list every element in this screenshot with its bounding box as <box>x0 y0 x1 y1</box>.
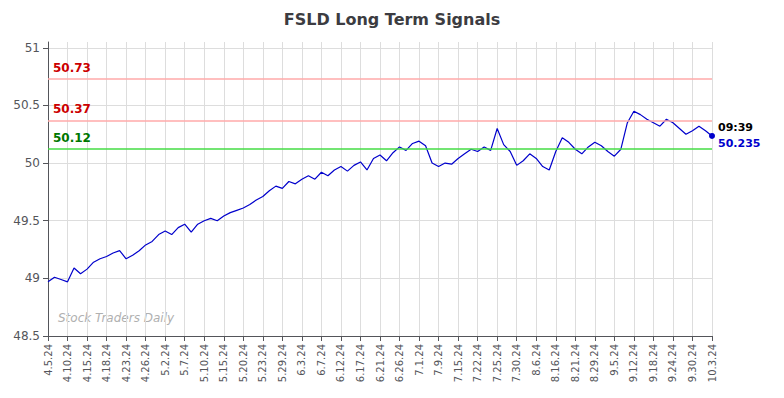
svg-text:48.5: 48.5 <box>13 329 40 343</box>
svg-text:6.17.24: 6.17.24 <box>355 344 366 382</box>
svg-text:6.12.24: 6.12.24 <box>335 344 346 382</box>
svg-text:5.23.24: 5.23.24 <box>257 344 268 382</box>
svg-text:9.24.24: 9.24.24 <box>667 344 678 382</box>
svg-text:8.29.24: 8.29.24 <box>589 344 600 382</box>
svg-text:6.7.24: 6.7.24 <box>316 344 327 376</box>
svg-text:9.18.24: 9.18.24 <box>648 344 659 382</box>
svg-text:4.5.24: 4.5.24 <box>43 344 54 376</box>
svg-text:6.26.24: 6.26.24 <box>394 344 405 382</box>
svg-text:49.5: 49.5 <box>13 214 40 228</box>
svg-text:49: 49 <box>25 271 40 285</box>
svg-text:8.21.24: 8.21.24 <box>570 344 581 382</box>
svg-text:5.15.24: 5.15.24 <box>218 344 229 382</box>
svg-text:7.22.24: 7.22.24 <box>472 344 483 382</box>
svg-text:6.21.24: 6.21.24 <box>375 344 386 382</box>
svg-text:7.30.24: 7.30.24 <box>511 344 522 382</box>
svg-text:50.37: 50.37 <box>53 102 91 116</box>
svg-text:4.23.24: 4.23.24 <box>121 344 132 382</box>
svg-text:4.18.24: 4.18.24 <box>101 344 112 382</box>
svg-text:9.12.24: 9.12.24 <box>628 344 639 382</box>
svg-text:10.3.24: 10.3.24 <box>707 344 718 382</box>
svg-text:8.6.24: 8.6.24 <box>531 344 542 376</box>
svg-text:5.29.24: 5.29.24 <box>277 344 288 382</box>
svg-text:5.2.24: 5.2.24 <box>160 344 171 376</box>
svg-text:50.73: 50.73 <box>53 61 91 75</box>
svg-text:09:39: 09:39 <box>718 121 753 134</box>
svg-text:5.7.24: 5.7.24 <box>179 344 190 376</box>
svg-text:5.20.24: 5.20.24 <box>238 344 249 382</box>
svg-text:4.26.24: 4.26.24 <box>140 344 151 382</box>
svg-text:6.3.24: 6.3.24 <box>296 344 307 376</box>
svg-text:7.9.24: 7.9.24 <box>433 344 444 376</box>
svg-text:7.15.24: 7.15.24 <box>453 344 464 382</box>
svg-text:50.235: 50.235 <box>718 137 760 150</box>
svg-text:4.10.24: 4.10.24 <box>62 344 73 382</box>
svg-text:8.16.24: 8.16.24 <box>550 344 561 382</box>
svg-text:9.5.24: 9.5.24 <box>609 344 620 376</box>
svg-text:Stock Traders Daily: Stock Traders Daily <box>58 311 175 325</box>
svg-text:50: 50 <box>25 156 40 170</box>
svg-text:50.5: 50.5 <box>13 98 40 112</box>
svg-text:5.10.24: 5.10.24 <box>199 344 210 382</box>
svg-text:FSLD Long Term Signals: FSLD Long Term Signals <box>284 10 501 29</box>
svg-text:7.25.24: 7.25.24 <box>492 344 503 382</box>
svg-text:7.1.24: 7.1.24 <box>414 344 425 376</box>
svg-text:4.15.24: 4.15.24 <box>82 344 93 382</box>
svg-text:9.30.24: 9.30.24 <box>687 344 698 382</box>
svg-text:50.12: 50.12 <box>53 131 91 145</box>
svg-text:51: 51 <box>25 41 40 55</box>
